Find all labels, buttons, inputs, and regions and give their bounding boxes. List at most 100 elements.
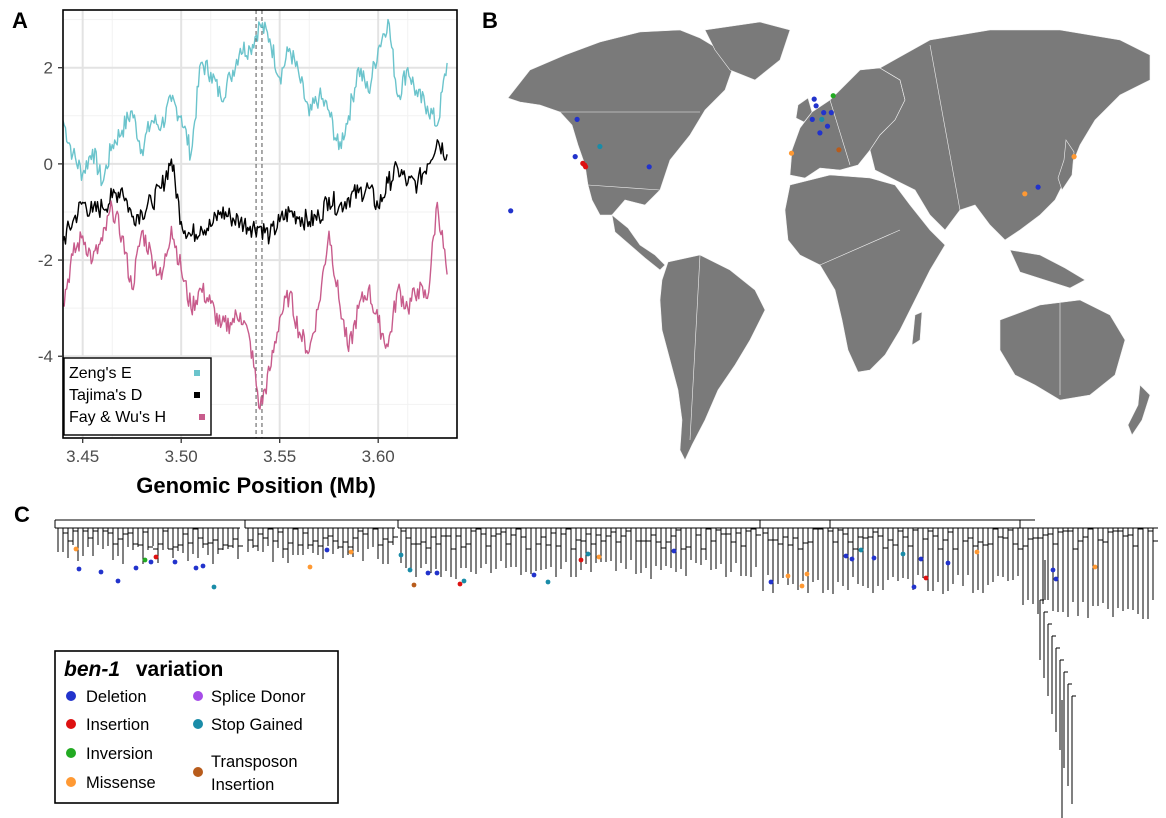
legend-c-label-deletion: Deletion (86, 688, 147, 706)
panel-letter-c: C (14, 502, 30, 527)
tree-tip-deletion (148, 559, 154, 565)
tree-tip-insertion (923, 575, 929, 581)
tree-tip-missense (799, 583, 805, 589)
tree-tip-missense (785, 573, 791, 579)
tree-tip-deletion (918, 556, 924, 562)
panel-letter-b: B (482, 8, 498, 33)
panel-letter-a: A (12, 8, 28, 33)
tree-tip-transposon-insertion (411, 582, 417, 588)
legend-c-dot-inversion (66, 748, 76, 758)
tree-tip-deletion (425, 570, 431, 576)
tree-tip-deletion (434, 570, 440, 576)
legend-c-dot-deletion (66, 691, 76, 701)
tree-tip-missense (307, 564, 313, 570)
country-border (587, 184, 661, 191)
map-point (830, 93, 836, 99)
legend-c-label-transposon-insertion: Insertion (211, 776, 274, 794)
tree-tip-stop-gained (407, 567, 413, 573)
tree-tip-deletion (671, 548, 677, 554)
map-point (788, 150, 795, 156)
world-map (507, 21, 1151, 461)
map-point (809, 116, 815, 122)
country-border (929, 44, 961, 211)
tree-tip-insertion (578, 557, 584, 563)
tree-tip-deletion (115, 578, 121, 584)
map-point (813, 103, 819, 109)
series-line-2 (62, 200, 448, 410)
tree-tip-inversion (142, 557, 148, 563)
tree-tip-deletion (531, 572, 537, 578)
legend-c-label-stop-gained: Stop Gained (211, 716, 303, 734)
tree-tip-deletion (98, 569, 104, 575)
tree-tip-deletion (945, 560, 951, 566)
map-point (1035, 184, 1041, 190)
map-point (828, 110, 834, 116)
tree-tip-deletion (172, 559, 178, 565)
legend-a-key-faywu (199, 414, 205, 420)
greenland (704, 21, 791, 81)
country-border (689, 254, 701, 441)
legend-c: ben-1 variation Deletion Insertion Inver… (54, 650, 339, 804)
tree-tip-deletion (1053, 576, 1059, 582)
tree-tip-deletion (843, 553, 849, 559)
map-point (811, 96, 817, 102)
legend-a-label-zeng: Zeng's E (69, 365, 132, 382)
australia (999, 299, 1126, 401)
tree-tip-deletion (133, 565, 139, 571)
tree-tip-stop-gained (585, 551, 591, 557)
legend-c-title: ben-1 variation (64, 658, 223, 681)
legend-c-dot-stop-gained (193, 719, 203, 729)
country-border (829, 99, 851, 166)
tree-tip-insertion (457, 581, 463, 587)
map-point (821, 110, 827, 116)
reference-lines (255, 10, 263, 438)
central-america (611, 214, 666, 271)
southeast-asia-islands (1009, 249, 1086, 289)
legend-c-label-transposon: Transposon (211, 753, 298, 771)
tree-tip-deletion (324, 547, 330, 553)
legend-c-label-missense: Missense (86, 774, 156, 792)
legend-a-key-tajima (194, 392, 200, 398)
tree-tip-deletion (871, 555, 877, 561)
tree-tip-insertion (153, 554, 159, 560)
tree-tip-missense (1092, 564, 1098, 570)
africa (784, 174, 946, 373)
series-line-0 (62, 18, 448, 187)
tree-tip-missense (348, 549, 354, 555)
tree-tip-stop-gained (900, 551, 906, 557)
tree-tips (73, 546, 1098, 590)
series-lines (62, 18, 448, 410)
tree-tip-stop-gained (461, 578, 467, 584)
axis-ticks: 3.45 3.50 3.55 3.60 2 0 -2 -4 (38, 59, 395, 466)
tree-tip-missense (974, 549, 980, 555)
map-point (646, 164, 652, 170)
legend-a: Zeng's E Tajima's D Fay & Wu's H (63, 357, 212, 436)
x-tick-label: 3.50 (165, 447, 198, 466)
x-tick-label: 3.60 (362, 447, 395, 466)
series-line-1 (62, 139, 448, 245)
tree-branches (54, 519, 1158, 818)
legend-c-label-splice-donor: Splice Donor (211, 688, 306, 706)
tree-tip-deletion (849, 556, 855, 562)
tree-tip-missense (804, 571, 810, 577)
legend-a-label-faywu: Fay & Wu's H (69, 409, 166, 426)
phylogenetic-tree (54, 519, 1158, 818)
plot-border (62, 9, 458, 439)
legend-a-label-tajima: Tajima's D (69, 387, 142, 404)
legend-c-dot-insertion (66, 719, 76, 729)
map-point (572, 154, 578, 160)
y-tick-label: 0 (44, 155, 53, 174)
tree-tip-deletion (1050, 567, 1056, 573)
japan (1057, 139, 1075, 191)
uk (795, 97, 813, 123)
map-point (1022, 191, 1028, 197)
map-point (836, 147, 842, 153)
legend-c-title-gene: ben-1 (64, 658, 120, 681)
legend-c-dot-transposon (193, 767, 203, 777)
legend-a-key-zeng (194, 370, 200, 376)
y-tick-label: -4 (38, 347, 53, 366)
new-zealand (1127, 384, 1151, 436)
map-borders (560, 44, 1061, 441)
y-tick-label: 2 (44, 59, 53, 78)
